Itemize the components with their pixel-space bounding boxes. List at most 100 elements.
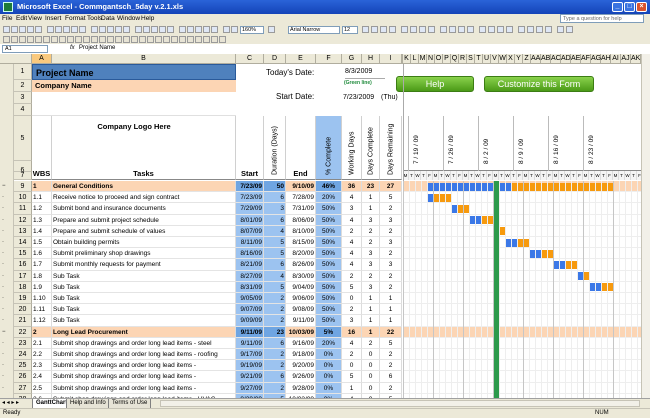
column-header-m[interactable]: M: [419, 54, 427, 64]
name-box[interactable]: A1: [2, 45, 48, 53]
cell-end[interactable]: 9/16/09: [286, 337, 316, 349]
cell-wbs[interactable]: 1.8: [32, 270, 52, 282]
outline-dot[interactable]: ·: [2, 228, 4, 234]
toolbar-icon[interactable]: [147, 36, 154, 43]
column-header-v[interactable]: V: [491, 54, 499, 64]
toolbar-icon[interactable]: [43, 36, 50, 43]
toolbar-icon[interactable]: [79, 26, 86, 33]
header-days_remaining[interactable]: Days Remaining: [380, 116, 402, 180]
cell-task[interactable]: Submit monthly requests for payment: [52, 259, 236, 271]
cell-dr[interactable]: 5: [380, 393, 402, 398]
menu-edit[interactable]: Edit: [16, 15, 28, 22]
column-header-h[interactable]: H: [362, 54, 380, 64]
cell-task[interactable]: Sub Task: [52, 315, 236, 327]
row-header-24[interactable]: 24: [14, 349, 32, 361]
format-icon[interactable]: [518, 26, 525, 33]
cell-dur[interactable]: 6: [264, 192, 286, 204]
cell-dc[interactable]: 1: [362, 192, 380, 204]
cell-pct[interactable]: 50%: [316, 237, 342, 249]
cell-pct[interactable]: 50%: [316, 270, 342, 282]
header-duration[interactable]: Duration (Days): [264, 116, 286, 180]
gantt-bar-complete[interactable]: [451, 204, 457, 214]
row-header-18[interactable]: 18: [14, 281, 32, 293]
cell-wd[interactable]: 2: [342, 270, 362, 282]
format-icon[interactable]: [371, 26, 378, 33]
toolbar-icon[interactable]: [135, 26, 142, 33]
cell-wd[interactable]: 4: [342, 237, 362, 249]
toolbar-icon[interactable]: [163, 36, 170, 43]
cell-dr[interactable]: 2: [380, 281, 402, 293]
cell-task[interactable]: Prepare and submit project schedule: [52, 214, 236, 226]
cell-dr[interactable]: 2: [380, 270, 402, 282]
cell-dc[interactable]: 1: [362, 315, 380, 327]
cell-start[interactable]: 9/07/09: [236, 304, 264, 316]
cell-dc[interactable]: 3: [362, 259, 380, 271]
cell-task[interactable]: Submit shop drawings and order long lead…: [52, 360, 236, 372]
row-header-15[interactable]: 15: [14, 248, 32, 260]
row-header-26[interactable]: 26: [14, 371, 32, 383]
format-icon[interactable]: [410, 26, 417, 33]
cell-dr[interactable]: 2: [380, 203, 402, 215]
cell-wbs[interactable]: 1.3: [32, 214, 52, 226]
column-header-g[interactable]: G: [342, 54, 362, 64]
outline-dot[interactable]: ·: [2, 240, 4, 245]
cell-wd[interactable]: 4: [342, 393, 362, 398]
toolbar-icon[interactable]: [167, 26, 174, 33]
cell-dr[interactable]: 3: [380, 237, 402, 249]
row-header-19[interactable]: 19: [14, 293, 32, 305]
cell-start[interactable]: 7/29/09: [236, 203, 264, 215]
cell-dc[interactable]: 3: [362, 248, 380, 260]
toolbar-icon[interactable]: [107, 26, 114, 33]
cell-end[interactable]: 9/06/09: [286, 293, 316, 305]
cell-wbs[interactable]: 1.7: [32, 259, 52, 271]
cell-dc[interactable]: 3: [362, 281, 380, 293]
row-header-13[interactable]: 13: [14, 225, 32, 237]
column-header-af[interactable]: AF: [581, 54, 591, 64]
column-header-ai[interactable]: AI: [611, 54, 621, 64]
cell-dc[interactable]: 23: [362, 181, 380, 193]
formula-input[interactable]: Project Name: [79, 45, 116, 51]
cell-wbs[interactable]: 1.1: [32, 192, 52, 204]
cell-dur[interactable]: 5: [264, 237, 286, 249]
column-header-l[interactable]: L: [411, 54, 419, 64]
toolbar-icon[interactable]: [35, 36, 42, 43]
cell-wbs[interactable]: 1.10: [32, 293, 52, 305]
minimize-button[interactable]: _: [612, 2, 623, 12]
outline-dot[interactable]: −: [2, 329, 6, 335]
help-search-input[interactable]: Type a question for help: [560, 14, 644, 23]
cell-end[interactable]: 9/20/09: [286, 360, 316, 372]
header-days_complete[interactable]: Days Complete: [362, 116, 380, 180]
cell-wd[interactable]: 3: [342, 203, 362, 215]
column-header-ab[interactable]: AB: [541, 54, 551, 64]
cell-start[interactable]: 8/31/09: [236, 281, 264, 293]
cell-start[interactable]: 8/07/09: [236, 225, 264, 237]
toolbar-icon[interactable]: [143, 26, 150, 33]
format-icon[interactable]: [419, 26, 426, 33]
outline-dot[interactable]: ·: [2, 251, 4, 257]
cell-wbs[interactable]: 1.4: [32, 225, 52, 237]
cell-end[interactable]: 9/28/09: [286, 382, 316, 394]
cell-pct[interactable]: 50%: [316, 304, 342, 316]
maximize-button[interactable]: □: [624, 2, 635, 12]
vertical-scrollbar[interactable]: [641, 54, 650, 398]
cell-dur[interactable]: 5: [264, 248, 286, 260]
cell-end[interactable]: 9/08/09: [286, 304, 316, 316]
toolbar-icon[interactable]: [99, 36, 106, 43]
toolbar-icon[interactable]: [59, 36, 66, 43]
toolbar-icon[interactable]: [211, 36, 218, 43]
row-header-21[interactable]: 21: [14, 315, 32, 327]
toolbar-icon[interactable]: [19, 36, 26, 43]
cell-dr[interactable]: 2: [380, 382, 402, 394]
help-button[interactable]: Help: [396, 76, 474, 92]
column-header-z[interactable]: Z: [523, 54, 531, 64]
cell-dr[interactable]: 5: [380, 337, 402, 349]
row-header-2[interactable]: 2: [14, 80, 32, 92]
outline-dot[interactable]: ·: [2, 397, 10, 398]
cell-end[interactable]: 8/10/09: [286, 225, 316, 237]
toolbar-icon[interactable]: [91, 36, 98, 43]
cell-wd[interactable]: 16: [342, 326, 362, 338]
outline-dot[interactable]: ·: [2, 363, 4, 369]
column-header-ah[interactable]: AH: [601, 54, 611, 64]
header-wbs[interactable]: WBS: [32, 116, 52, 180]
cell-start[interactable]: 9/17/09: [236, 349, 264, 361]
